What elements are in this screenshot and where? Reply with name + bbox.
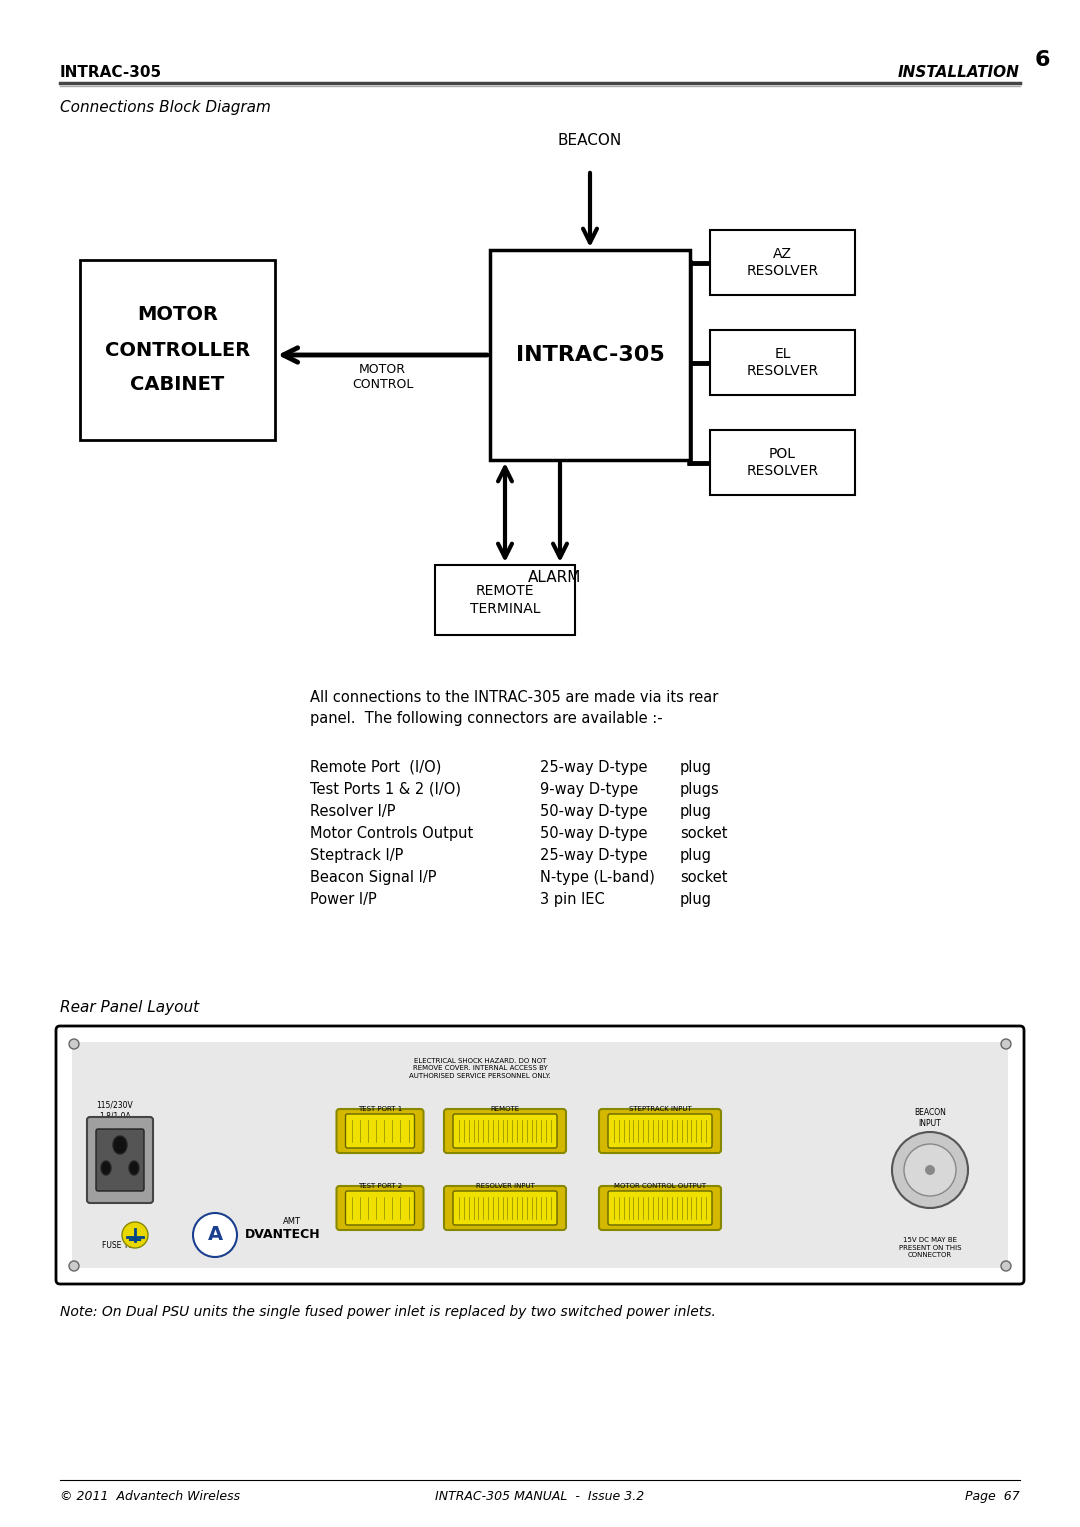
Circle shape — [193, 1212, 237, 1257]
Text: Power I/P: Power I/P — [310, 892, 377, 907]
Text: ELECTRICAL SHOCK HAZARD. DO NOT
REMOVE COVER. INTERNAL ACCESS BY
AUTHORISED SERV: ELECTRICAL SHOCK HAZARD. DO NOT REMOVE C… — [409, 1058, 551, 1080]
Text: Page  67: Page 67 — [966, 1490, 1020, 1503]
FancyBboxPatch shape — [337, 1109, 423, 1153]
Text: Steptrack I/P: Steptrack I/P — [310, 847, 403, 863]
Text: EL
RESOLVER: EL RESOLVER — [746, 347, 819, 379]
Text: BEACON
INPUT: BEACON INPUT — [914, 1109, 946, 1128]
Text: AMT: AMT — [283, 1217, 301, 1226]
Text: REMOTE: REMOTE — [490, 1106, 519, 1112]
Text: 6: 6 — [1035, 50, 1050, 70]
Circle shape — [892, 1132, 968, 1208]
FancyBboxPatch shape — [608, 1191, 712, 1225]
Text: INTRAC-305 MANUAL  -  Issue 3.2: INTRAC-305 MANUAL - Issue 3.2 — [435, 1490, 645, 1503]
FancyBboxPatch shape — [599, 1186, 721, 1231]
Text: CONTROLLER: CONTROLLER — [105, 341, 251, 359]
Text: A: A — [207, 1226, 222, 1245]
FancyBboxPatch shape — [608, 1115, 712, 1148]
Text: plug: plug — [680, 892, 712, 907]
Text: STEPTRACK INPUT: STEPTRACK INPUT — [629, 1106, 691, 1112]
Bar — [710, 431, 855, 495]
Text: 50-way D-type: 50-way D-type — [540, 805, 648, 818]
FancyBboxPatch shape — [346, 1191, 415, 1225]
Circle shape — [904, 1144, 956, 1196]
Text: 50-way D-type: 50-way D-type — [540, 826, 648, 841]
Text: TEST PORT 1: TEST PORT 1 — [357, 1106, 402, 1112]
FancyBboxPatch shape — [453, 1115, 557, 1148]
FancyBboxPatch shape — [444, 1186, 566, 1231]
FancyBboxPatch shape — [87, 1116, 153, 1203]
Text: Motor Controls Output: Motor Controls Output — [310, 826, 473, 841]
Bar — [72, 1041, 1008, 1267]
Text: Remote Port  (I/O): Remote Port (I/O) — [310, 760, 442, 776]
FancyBboxPatch shape — [337, 1186, 423, 1231]
Text: N-type (L-band): N-type (L-band) — [540, 870, 654, 886]
Text: 25-way D-type: 25-way D-type — [540, 847, 648, 863]
Text: All connections to the INTRAC-305 are made via its rear
panel.  The following co: All connections to the INTRAC-305 are ma… — [310, 690, 718, 725]
FancyBboxPatch shape — [346, 1115, 415, 1148]
Text: DVANTECH: DVANTECH — [245, 1229, 321, 1241]
FancyBboxPatch shape — [56, 1026, 1024, 1284]
FancyBboxPatch shape — [444, 1109, 566, 1153]
Text: plugs: plugs — [680, 782, 719, 797]
Circle shape — [69, 1038, 79, 1049]
Text: Rear Panel Layout: Rear Panel Layout — [60, 1000, 199, 1015]
Text: Beacon Signal I/P: Beacon Signal I/P — [310, 870, 436, 886]
Text: ALARM: ALARM — [528, 570, 582, 585]
Bar — [490, 250, 690, 460]
Text: 3 pin IEC: 3 pin IEC — [540, 892, 605, 907]
Text: plug: plug — [680, 805, 712, 818]
Text: POL
RESOLVER: POL RESOLVER — [746, 447, 819, 478]
Text: plug: plug — [680, 847, 712, 863]
Text: INSTALLATION: INSTALLATION — [899, 66, 1020, 79]
Text: INTRAC-305: INTRAC-305 — [515, 345, 664, 365]
Circle shape — [924, 1165, 935, 1174]
Text: REMOTE
TERMINAL: REMOTE TERMINAL — [470, 585, 540, 615]
Text: Resolver I/P: Resolver I/P — [310, 805, 395, 818]
Circle shape — [1001, 1038, 1011, 1049]
Text: plug: plug — [680, 760, 712, 776]
Text: Note: On Dual PSU units the single fused power inlet is replaced by two switched: Note: On Dual PSU units the single fused… — [60, 1306, 716, 1319]
Bar — [710, 330, 855, 395]
FancyBboxPatch shape — [96, 1128, 144, 1191]
Text: © 2011  Advantech Wireless: © 2011 Advantech Wireless — [60, 1490, 240, 1503]
Text: 9-way D-type: 9-way D-type — [540, 782, 638, 797]
Text: FUSE T8A: FUSE T8A — [102, 1241, 138, 1251]
Text: MOTOR CONTROL OUTPUT: MOTOR CONTROL OUTPUT — [613, 1183, 706, 1190]
Circle shape — [122, 1222, 148, 1248]
Text: TEST PORT 2: TEST PORT 2 — [357, 1183, 402, 1190]
Text: socket: socket — [680, 826, 728, 841]
Ellipse shape — [129, 1161, 139, 1174]
FancyBboxPatch shape — [599, 1109, 721, 1153]
FancyBboxPatch shape — [453, 1191, 557, 1225]
Bar — [80, 260, 275, 440]
Text: MOTOR: MOTOR — [137, 305, 218, 325]
Text: Connections Block Diagram: Connections Block Diagram — [60, 99, 271, 115]
Circle shape — [69, 1261, 79, 1270]
Circle shape — [1001, 1261, 1011, 1270]
Text: 115/230V
1.8/1.0A
50-60Hz: 115/230V 1.8/1.0A 50-60Hz — [96, 1099, 133, 1132]
Bar — [710, 231, 855, 295]
Ellipse shape — [102, 1161, 111, 1174]
Text: INTRAC-305: INTRAC-305 — [60, 66, 162, 79]
Text: RESOLVER INPUT: RESOLVER INPUT — [475, 1183, 535, 1190]
Text: MOTOR
CONTROL: MOTOR CONTROL — [352, 363, 414, 391]
Text: AZ
RESOLVER: AZ RESOLVER — [746, 247, 819, 278]
Ellipse shape — [113, 1136, 127, 1154]
Text: CABINET: CABINET — [131, 376, 225, 394]
Text: Test Ports 1 & 2 (I/O): Test Ports 1 & 2 (I/O) — [310, 782, 461, 797]
Text: 15V DC MAY BE
PRESENT ON THIS
CONNECTOR: 15V DC MAY BE PRESENT ON THIS CONNECTOR — [899, 1237, 961, 1258]
Text: 25-way D-type: 25-way D-type — [540, 760, 648, 776]
Text: BEACON: BEACON — [558, 133, 622, 148]
Bar — [435, 565, 575, 635]
Text: socket: socket — [680, 870, 728, 886]
